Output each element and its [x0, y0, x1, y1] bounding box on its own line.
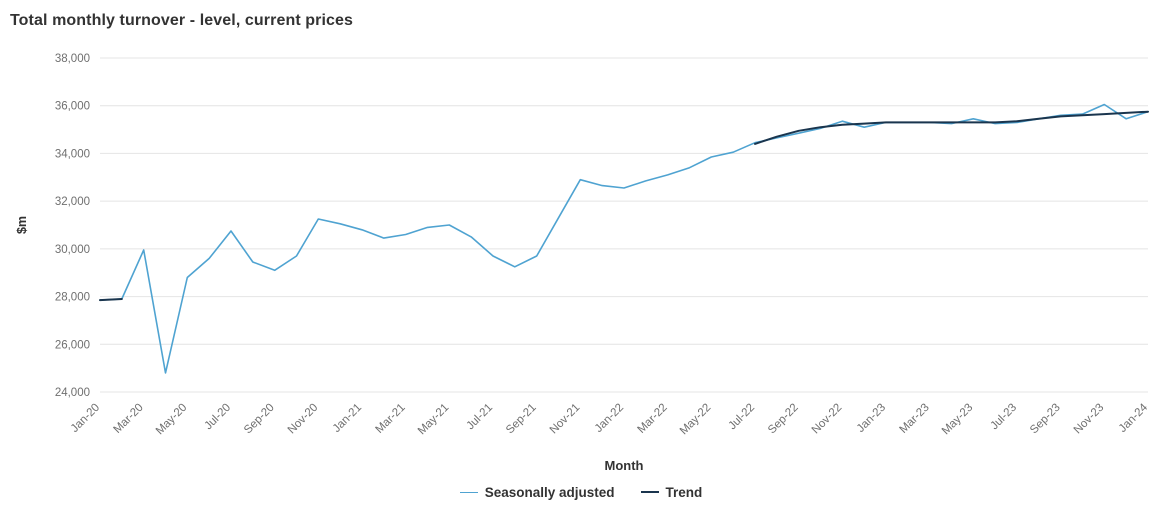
y-axis-label: $m [15, 216, 29, 234]
x-tick-label: Jan-22 [593, 402, 626, 435]
y-tick-label: 30,000 [55, 244, 90, 256]
x-tick-label: Mar-23 [898, 402, 932, 436]
y-tick-label: 32,000 [55, 196, 90, 208]
x-tick-label: Mar-21 [374, 402, 408, 436]
x-tick-label: Mar-20 [112, 402, 146, 436]
x-tick-label: Jan-24 [1117, 401, 1151, 435]
trend-line-swatch-icon [640, 491, 659, 493]
x-tick-label: Jan-20 [69, 402, 102, 435]
legend-label-trend: Trend [665, 484, 703, 500]
y-tick-label: 28,000 [55, 292, 90, 304]
legend-item-trend[interactable]: Trend [640, 484, 703, 500]
x-tick-label: Jul-21 [464, 402, 495, 433]
x-tick-label: Jul-22 [726, 402, 757, 433]
chart-legend: Seasonally adjusted Trend [0, 475, 1162, 509]
y-tick-label: 34,000 [55, 148, 90, 160]
chart-canvas: 24,000 26,000 28,000 30,000 32,000 34,000 36,0… [15, 53, 1151, 473]
y-tick-label: 26,000 [55, 339, 90, 351]
x-tick-label: Jul-23 [988, 402, 1019, 433]
x-tick-label: Sep-20 [242, 402, 277, 437]
y-tick-label: 24,000 [55, 387, 90, 399]
x-tick-label: May-23 [940, 402, 976, 438]
x-tick-label: Jan-21 [331, 402, 364, 435]
x-tick-label: May-22 [678, 402, 714, 438]
y-tick-label: 36,000 [55, 101, 90, 113]
legend-item-seasonally-adjusted[interactable]: Seasonally adjusted [459, 484, 615, 500]
seasonally-adjusted-line-swatch-icon [459, 491, 478, 493]
chart-title: Total monthly turnover - level, current … [10, 12, 354, 29]
x-tick-label: May-20 [154, 402, 190, 438]
legend-label-seasonally-adjusted: Seasonally adjusted [484, 484, 615, 500]
series-line-trend [99, 110, 1149, 302]
x-tick-label: Sep-22 [766, 402, 801, 437]
series-line-seasonally-adjusted [99, 103, 1149, 374]
x-tick-label: May-21 [416, 402, 452, 438]
x-tick-label: Nov-20 [286, 402, 321, 437]
x-tick-label: Mar-22 [636, 402, 670, 436]
x-tick-label: Jan-23 [855, 402, 888, 435]
x-tick-label: Nov-23 [1072, 402, 1107, 437]
x-axis-label: Month [605, 458, 644, 473]
x-tick-label: Sep-23 [1028, 402, 1063, 437]
x-tick-label: Nov-21 [548, 402, 583, 437]
x-tick-label: Jul-20 [202, 402, 233, 433]
x-tick-label: Sep-21 [504, 402, 539, 437]
y-tick-label: 38,000 [55, 53, 90, 65]
x-tick-label: Nov-22 [810, 402, 845, 437]
